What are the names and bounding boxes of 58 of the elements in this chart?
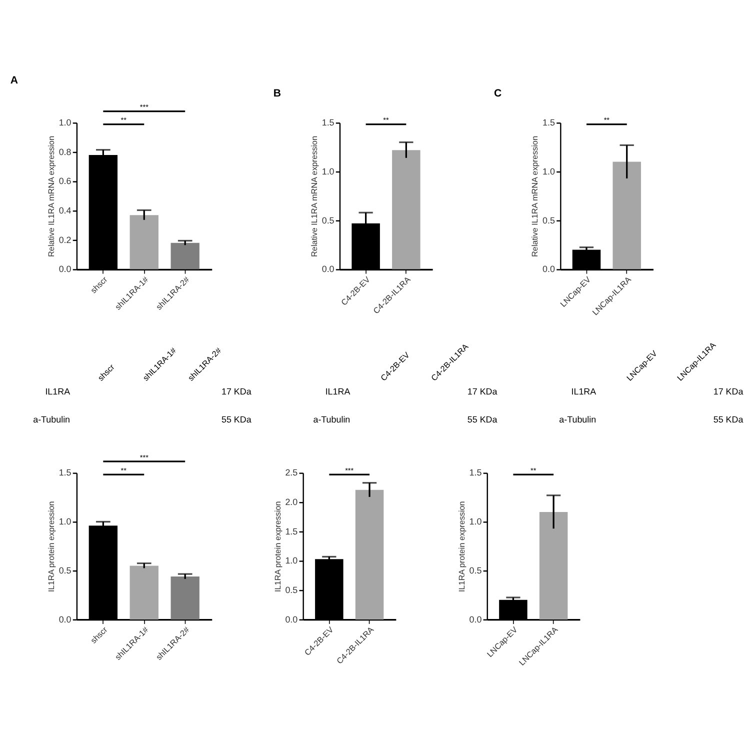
text: a-Tubulin	[33, 414, 70, 424]
y-tick-label: 1.0	[322, 166, 334, 176]
y-axis-title: Relative IL1RA mRNA expression	[310, 136, 319, 257]
y-tick-label: 0.4	[58, 206, 72, 216]
y-tick-label: 0.0	[58, 614, 72, 624]
annotation: **	[383, 116, 389, 125]
y-tick-label: 1.0	[58, 516, 72, 527]
y-tick-label: 0.0	[58, 264, 72, 274]
y-tick-label: 1.5	[285, 526, 298, 536]
text: IL1RA	[45, 386, 70, 397]
text: a-Tubulin	[559, 414, 596, 424]
annotation: **	[120, 466, 127, 475]
y-tick-label: 0.5	[322, 215, 334, 226]
text: IL1RA	[325, 386, 350, 397]
y-tick-label: 1.5	[322, 118, 334, 128]
text: ***	[140, 102, 149, 112]
annotation: **	[120, 116, 127, 125]
text: 17 KDa	[467, 386, 498, 397]
chart-title: A	[10, 74, 18, 87]
y-tick-label: 0.8	[58, 146, 72, 157]
y-tick-label: 2.0	[285, 497, 298, 508]
text: 55 KDa	[713, 414, 744, 424]
y-axis-title: Relative IL1RA mRNA expression	[530, 136, 540, 257]
y-tick-label: 0.5	[285, 585, 298, 595]
y-tick-label: 1.0	[542, 166, 555, 176]
text: 17 KDa	[713, 386, 744, 397]
y-tick-label: 2.5	[285, 468, 298, 478]
annotation: ***	[345, 466, 354, 475]
y-tick-label: 1.0	[469, 516, 482, 527]
y-axis-title: Relative IL1RA mRNA expression	[46, 136, 56, 257]
y-tick-label: 1.5	[58, 468, 72, 478]
y-axis-title: IL1RA protein expression	[46, 501, 56, 592]
text: ***	[140, 452, 149, 462]
y-tick-label: 1.5	[469, 468, 482, 478]
text: a-Tubulin	[313, 414, 350, 424]
bar	[130, 215, 158, 270]
y-tick-label: 1.0	[58, 118, 72, 128]
text: 55 KDa	[222, 414, 252, 424]
y-axis-title: IL1RA protein expression	[457, 501, 466, 592]
y-tick-label: 0.5	[469, 565, 482, 576]
text: 17 KDa	[222, 386, 252, 397]
y-tick-label: 0.0	[322, 264, 334, 274]
y-tick-label: 1.5	[542, 118, 555, 128]
y-tick-label: 0.2	[58, 234, 72, 245]
text: IL1RA	[571, 386, 596, 397]
y-tick-label: 0.0	[542, 264, 555, 274]
chart-title: B	[273, 88, 282, 100]
y-tick-label: 0.0	[285, 614, 298, 624]
annotation: **	[530, 466, 536, 475]
y-tick-label: 0.6	[58, 176, 72, 186]
y-tick-label: 1.0	[285, 556, 298, 566]
y-tick-label: 0.0	[469, 614, 482, 624]
text: 55 KDa	[467, 414, 498, 424]
y-tick-label: 0.5	[542, 215, 555, 226]
y-tick-label: 0.5	[58, 565, 72, 576]
y-axis-title: IL1RA protein expression	[273, 501, 282, 592]
chart-title: C	[494, 88, 502, 100]
annotation: **	[604, 116, 610, 125]
